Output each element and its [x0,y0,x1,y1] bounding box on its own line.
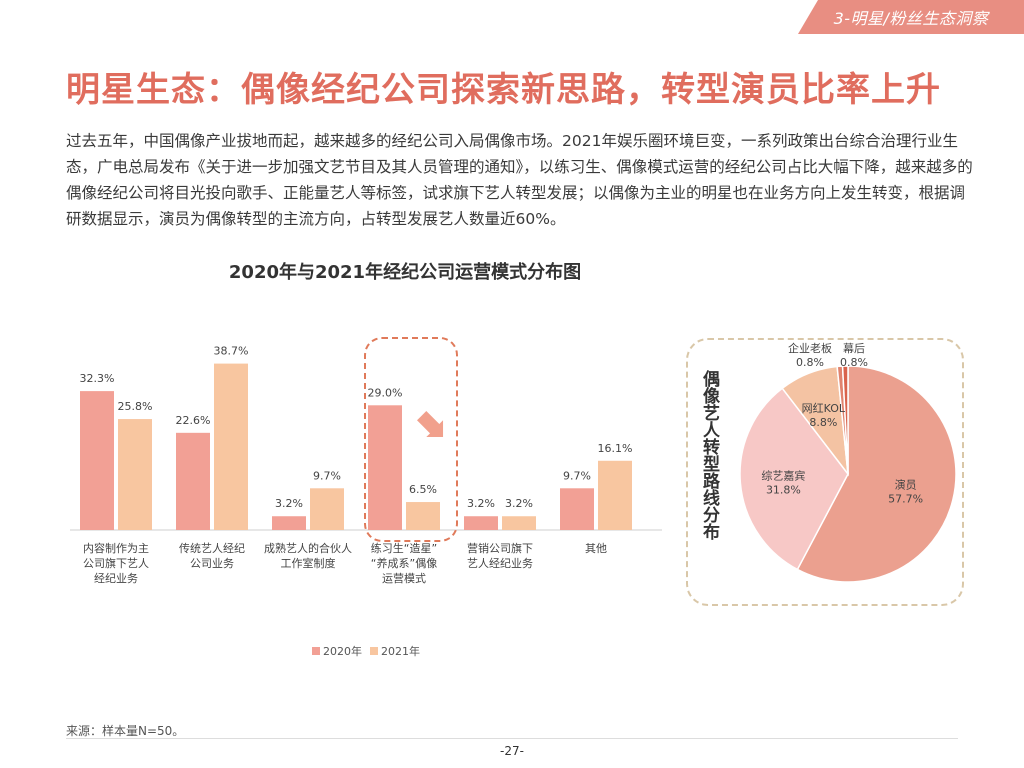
legend-label: 2020年 [323,644,362,658]
data-label: 3.2% [275,497,303,510]
category-label: 内容制作为主 [83,541,149,555]
bar-2021-4 [502,516,536,530]
pie-label: 演员 [895,477,917,491]
data-label: 22.6% [176,414,211,427]
bar-2021-3 [406,502,440,530]
highlight-box [364,337,458,542]
category-label: 传统艺人经纪 [179,542,245,555]
category-label: 公司旗下艺人 [83,556,149,570]
category-label: 成熟艺人的合伙人 [264,541,352,555]
data-label: 38.7% [214,345,249,358]
category-label: 经纪业务 [94,572,138,585]
pie-slice-1 [739,387,849,571]
bar-2021-5 [598,460,632,530]
data-label: 9.7% [313,469,341,482]
down-arrow-icon [417,411,444,438]
pie-label: 综艺嘉宾 [761,468,805,482]
bar-2021-0 [118,419,152,530]
bar-2020-4 [464,516,498,530]
data-label: 6.5% [409,483,437,496]
footer-divider [66,738,958,739]
legend-swatch [370,647,378,655]
page-title: 明星生态：偶像经纪公司探索新思路，转型演员比率上升 [66,70,941,110]
bar-2020-0 [80,391,114,530]
data-label: 29.0% [368,386,403,399]
data-label: 16.1% [598,442,633,455]
category-label: 艺人经纪业务 [467,557,533,570]
data-label: 9.7% [563,469,591,482]
pie-label: 幕后 [843,341,865,355]
pie-slice-4 [841,365,849,475]
bar-2020-3 [368,405,402,530]
category-label: 公司业务 [190,557,234,570]
category-label: 营销公司旗下 [467,541,533,555]
bar-2020-1 [176,432,210,530]
bar-2020-2 [272,516,306,530]
page-number: -27- [500,744,524,758]
intro-paragraph: 过去五年，中国偶像产业拔地而起，越来越多的经纪公司入局偶像市场。2021年娱乐圈… [66,132,973,228]
category-label: 工作室制度 [281,556,336,570]
legend-label: 2021年 [381,644,420,658]
pie-label: 企业老板 [788,341,832,355]
pie-value: 8.8% [809,416,837,429]
legend-swatch [312,647,320,655]
data-label: 32.3% [80,372,115,385]
bar-chart-title: 2020年与2021年经纪公司运营模式分布图 [228,262,582,283]
source-note: 来源：样本量N=50。 [66,724,185,738]
category-label: 运营模式 [382,571,426,585]
category-label: “养成系”偶像 [371,556,437,570]
pie-chart-frame [686,338,964,606]
pie-label: 网红KOL [802,402,846,415]
pie-slice-0 [796,365,957,583]
data-label: 3.2% [505,497,533,510]
pie-value: 0.8% [796,356,824,369]
data-label: 3.2% [467,497,495,510]
bar-2021-2 [310,488,344,530]
pie-chart-title: 偶像艺人转型路线分布 [699,370,719,540]
bar-2020-5 [560,488,594,530]
data-label: 25.8% [118,400,153,413]
pie-value: 0.8% [840,356,868,369]
section-tab: 3-明星/粉丝生态洞察 [798,0,1024,34]
bar-2021-1 [214,363,248,530]
pie-value: 31.8% [766,483,801,496]
pie-value: 57.7% [888,492,923,505]
category-label: 其他 [585,542,607,555]
category-label: 练习生“造星” [371,541,437,555]
